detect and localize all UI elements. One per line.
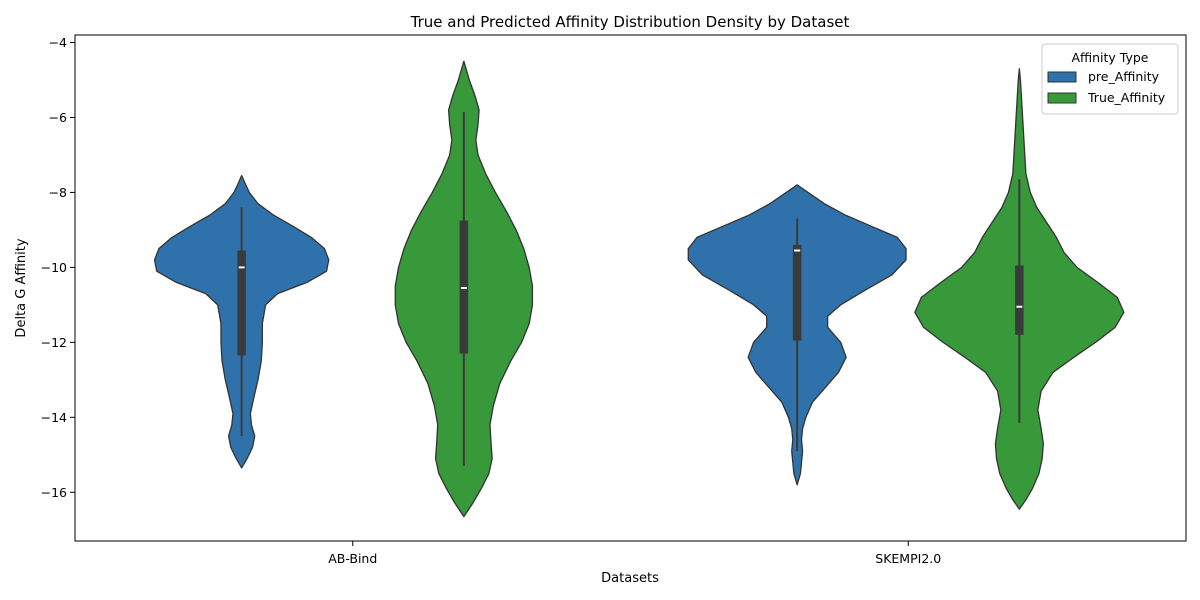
legend-swatch-true-affinity: [1047, 92, 1077, 104]
y-tick-label: −4: [49, 35, 67, 50]
iqr-box-true-affinity-skempi2-0: [1015, 265, 1024, 335]
violins-layer: [153, 60, 1125, 518]
x-tick-label-ab-bind: AB-Bind: [328, 551, 377, 566]
y-tick-label: −8: [49, 185, 67, 200]
y-tick-label: −10: [41, 260, 67, 275]
legend-title: Affinity Type: [1071, 50, 1148, 65]
y-axis: −4 −6 −8 −10 −12 −14 −16: [41, 35, 75, 500]
legend-label-true-affinity: True_Affinity: [1087, 90, 1166, 105]
y-tick-label: −6: [49, 110, 67, 125]
median-marker-true-affinity-ab-bind: [460, 287, 467, 289]
median-marker-true-affinity-skempi2-0: [1016, 305, 1023, 308]
legend-label-pre-affinity: pre_Affinity: [1088, 69, 1160, 84]
y-tick-label: −16: [41, 485, 67, 500]
median-marker-pre-affinity-skempi2-0: [794, 249, 801, 252]
legend-swatch-pre-affinity: [1047, 71, 1077, 83]
x-tick-label-skempi2-0: SKEMPI2.0: [875, 551, 941, 566]
median-marker-pre-affinity-ab-bind: [238, 266, 245, 269]
y-tick-label: −14: [41, 410, 67, 425]
y-tick-label: −12: [41, 335, 67, 350]
legend: Affinity Type pre_Affinity True_Affinity: [1041, 43, 1179, 115]
iqr-box-pre-affinity-ab-bind: [237, 250, 246, 356]
x-axis: AB-Bind SKEMPI2.0: [328, 541, 941, 566]
chart-title: True and Predicted Affinity Distribution…: [410, 13, 850, 31]
x-axis-label: Datasets: [601, 571, 659, 586]
plot-frame: [74, 34, 1187, 542]
boxes-layer: [237, 111, 1024, 467]
y-axis-label: Delta G Affinity: [14, 238, 29, 337]
iqr-box-pre-affinity-skempi2-0: [792, 244, 802, 341]
